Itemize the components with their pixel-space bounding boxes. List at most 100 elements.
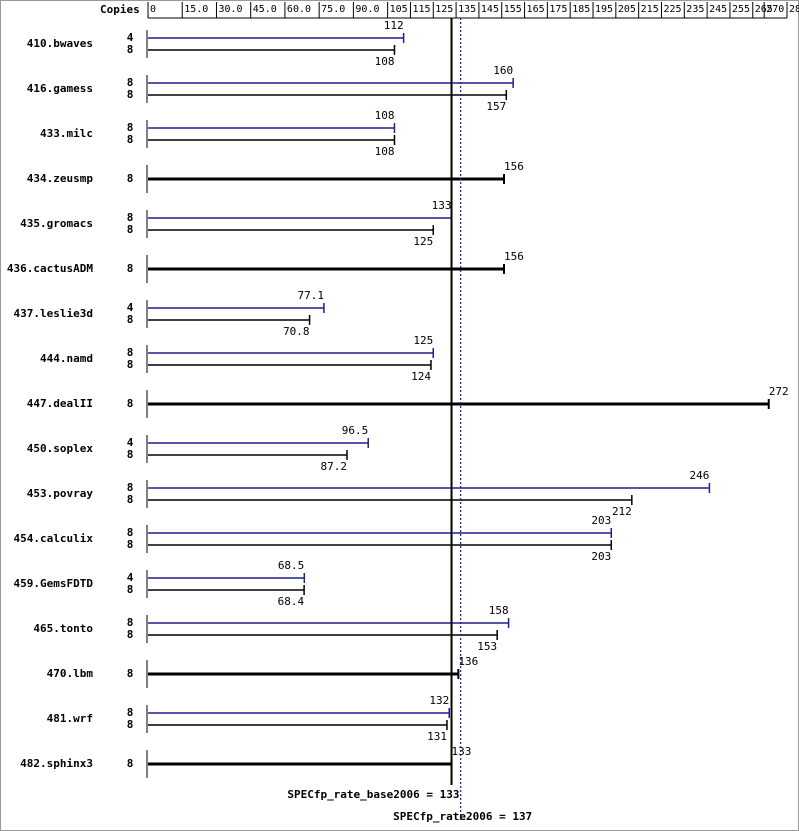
x-tick-label: 30.0 xyxy=(218,4,242,15)
category-label: 433.milc xyxy=(40,127,93,140)
value-label: 272 xyxy=(769,385,789,398)
value-label: 157 xyxy=(486,100,506,113)
copies-label: 8 xyxy=(127,448,134,461)
value-label: 156 xyxy=(504,250,524,263)
copies-label: 8 xyxy=(127,313,134,326)
x-tick-label: 155 xyxy=(504,4,522,15)
value-label: 203 xyxy=(591,514,611,527)
copies-label: 8 xyxy=(127,262,134,275)
value-label: 133 xyxy=(432,199,452,212)
x-tick-label: 185 xyxy=(572,4,590,15)
category-label: 465.tonto xyxy=(33,622,93,635)
value-label: 136 xyxy=(458,655,478,668)
x-tick-label: 255 xyxy=(732,4,750,15)
category-label: 470.lbm xyxy=(47,667,94,680)
copies-label: 8 xyxy=(127,397,134,410)
x-tick-label: 225 xyxy=(663,4,681,15)
x-tick-label: 125 xyxy=(435,4,453,15)
category-label: 444.namd xyxy=(40,352,93,365)
value-label: 158 xyxy=(489,604,509,617)
value-label: 133 xyxy=(452,745,472,758)
category-label: 435.gromacs xyxy=(20,217,93,230)
copies-label: 8 xyxy=(127,667,134,680)
value-label: 203 xyxy=(591,550,611,563)
x-tick-label: 45.0 xyxy=(253,4,277,15)
value-label: 125 xyxy=(413,334,433,347)
value-label: 96.5 xyxy=(342,424,369,437)
copies-label: 8 xyxy=(127,493,134,506)
value-label: 108 xyxy=(375,109,395,122)
value-label: 131 xyxy=(427,730,447,743)
category-label: 410.bwaves xyxy=(27,37,93,50)
category-label: 459.GemsFDTD xyxy=(14,577,94,590)
category-label: 447.dealII xyxy=(27,397,93,410)
copies-label: 4 xyxy=(127,571,134,584)
x-tick-label: 280 xyxy=(789,4,799,15)
x-tick-label: 75.0 xyxy=(321,4,345,15)
x-tick-label: 0 xyxy=(150,4,156,15)
copies-label: 8 xyxy=(127,88,134,101)
category-label: 454.calculix xyxy=(14,532,94,545)
copies-label: 8 xyxy=(127,538,134,551)
copies-label: 8 xyxy=(127,481,134,494)
value-label: 108 xyxy=(375,145,395,158)
value-label: 108 xyxy=(375,55,395,68)
copies-label: 8 xyxy=(127,583,134,596)
copies-label: 8 xyxy=(127,223,134,236)
value-label: 112 xyxy=(384,19,404,32)
copies-label: 4 xyxy=(127,436,134,449)
copies-label: 8 xyxy=(127,526,134,539)
category-label: 482.sphinx3 xyxy=(20,757,93,770)
x-tick-label: 60.0 xyxy=(287,4,311,15)
category-label: 437.leslie3d xyxy=(14,307,93,320)
x-tick-label: 245 xyxy=(709,4,727,15)
copies-label: 8 xyxy=(127,718,134,731)
value-label: 87.2 xyxy=(321,460,348,473)
x-tick-label: 15.0 xyxy=(184,4,208,15)
value-label: 160 xyxy=(493,64,513,77)
value-label: 132 xyxy=(429,694,449,707)
category-label: 453.povray xyxy=(27,487,94,500)
copies-label: 8 xyxy=(127,628,134,641)
x-tick-label: 145 xyxy=(481,4,499,15)
value-label: 156 xyxy=(504,160,524,173)
x-tick-label: 215 xyxy=(641,4,659,15)
value-label: 246 xyxy=(690,469,710,482)
copies-label: 8 xyxy=(127,76,134,89)
copies-header: Copies xyxy=(100,3,140,16)
copies-label: 8 xyxy=(127,616,134,629)
copies-label: 4 xyxy=(127,301,134,314)
category-label: 436.cactusADM xyxy=(7,262,93,275)
x-tick-label: 135 xyxy=(458,4,476,15)
value-label: 153 xyxy=(477,640,497,653)
copies-label: 8 xyxy=(127,346,134,359)
value-label: 68.4 xyxy=(278,595,305,608)
x-tick-label: 115 xyxy=(412,4,430,15)
category-label: 450.soplex xyxy=(27,442,94,455)
category-label: 434.zeusmp xyxy=(27,172,94,185)
x-tick-label: 175 xyxy=(549,4,567,15)
x-tick-label: 270 xyxy=(766,4,784,15)
x-tick-label: 195 xyxy=(595,4,613,15)
value-label: 124 xyxy=(411,370,431,383)
copies-label: 8 xyxy=(127,121,134,134)
copies-label: 8 xyxy=(127,706,134,719)
copies-label: 4 xyxy=(127,31,134,44)
category-label: 481.wrf xyxy=(47,712,93,725)
value-label: 77.1 xyxy=(297,289,324,302)
copies-label: 8 xyxy=(127,358,134,371)
category-label: 416.gamess xyxy=(27,82,93,95)
copies-label: 8 xyxy=(127,757,134,770)
value-label: 125 xyxy=(413,235,433,248)
x-tick-label: 105 xyxy=(390,4,408,15)
copies-label: 8 xyxy=(127,211,134,224)
value-label: 68.5 xyxy=(278,559,305,572)
reference-label: SPECfp_rate_base2006 = 133 xyxy=(287,788,459,801)
copies-label: 8 xyxy=(127,133,134,146)
x-tick-label: 205 xyxy=(618,4,636,15)
reference-label: SPECfp_rate2006 = 137 xyxy=(393,810,532,823)
x-tick-label: 235 xyxy=(686,4,704,15)
